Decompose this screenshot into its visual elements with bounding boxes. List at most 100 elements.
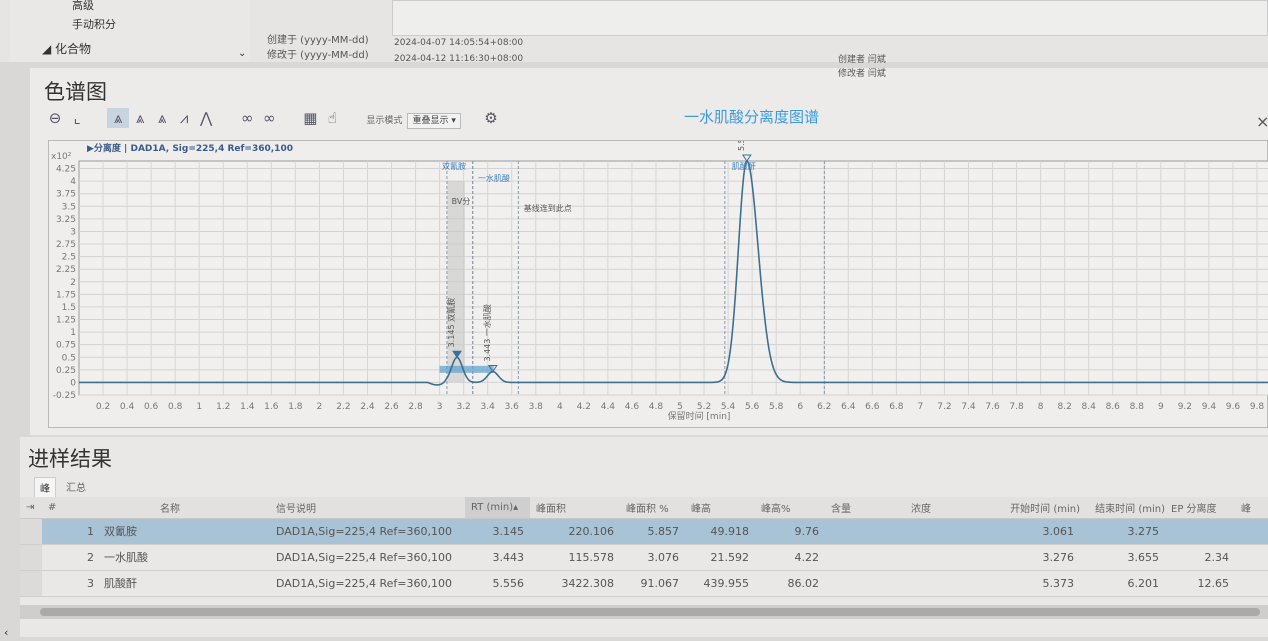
x-tick-label: 8 <box>1038 402 1044 412</box>
y-tick-label: 3.5 <box>62 202 76 212</box>
x-tick-label: 7.8 <box>1009 402 1024 412</box>
col-area[interactable]: 峰面积 <box>530 497 620 519</box>
table-row[interactable]: 3 肌酸酐 DAD1A,Sig=225,4 Ref=360,100 5.556 3422… <box>20 570 1268 597</box>
col-concentration[interactable]: 浓度 <box>905 497 985 519</box>
x-tick-label: 2.2 <box>336 402 350 412</box>
link-x-icon[interactable]: ∞ <box>240 109 254 127</box>
link-y-icon[interactable]: ∞ <box>262 109 276 127</box>
description-field[interactable] <box>392 0 1268 36</box>
peaks-icon[interactable]: ⩓ <box>135 109 145 127</box>
scrollbar-thumb[interactable] <box>40 608 1260 616</box>
selected-peak-highlight <box>439 365 494 373</box>
x-tick-label: 3 <box>437 402 443 412</box>
horizontal-scrollbar[interactable] <box>20 605 1268 619</box>
peaks-lines-icon[interactable]: ⩘ <box>179 109 189 127</box>
col-number[interactable]: # <box>42 497 100 519</box>
col-height-pct[interactable]: 峰高% <box>755 497 825 519</box>
section-title: 色谱图 <box>44 80 107 104</box>
column-chooser-icon[interactable]: ⇥ <box>20 497 42 519</box>
x-tick-label: 7.4 <box>961 402 976 412</box>
cell-area-pct: 91.067 <box>620 570 685 597</box>
cell-height-pct: 4.22 <box>755 544 825 571</box>
x-tick-label: 5.2 <box>697 402 711 412</box>
peaks-filled-icon[interactable]: ⩓ <box>107 108 130 128</box>
tree-item-advanced[interactable]: 高级 <box>72 0 94 12</box>
row-header[interactable] <box>20 518 42 545</box>
signal-header: ▶分离度 | DAD1A, Sig=225,4 Ref=360,100 <box>87 144 293 154</box>
y-tick-label: 2.25 <box>56 265 76 275</box>
x-tick-label: 4.2 <box>577 402 591 412</box>
y-tick-label: 0.75 <box>56 341 76 351</box>
x-tick-label: 8.2 <box>1057 402 1071 412</box>
cell-row-number: 1 <box>42 518 100 545</box>
chevron-down-icon[interactable]: ⌄ <box>238 48 247 59</box>
cell-ep-resolution <box>1165 518 1235 545</box>
x-tick-label: 9.2 <box>1178 402 1192 412</box>
col-signal[interactable]: 信号说明 <box>270 497 465 519</box>
col-ep-resolution[interactable]: EP 分离度 <box>1165 497 1235 519</box>
x-tick-label: 2.8 <box>408 402 423 412</box>
x-tick-label: 5 <box>677 402 683 412</box>
col-peak[interactable]: 峰 <box>1235 497 1268 519</box>
created-label: 创建于 (yyyy-MM-dd) <box>267 35 369 46</box>
y-tick-label: 2.75 <box>56 240 76 250</box>
cell-start-time: 3.061 <box>985 518 1080 545</box>
peak-name-tag: 肌酸酐 <box>732 161 756 171</box>
results-table: ⇥ # 名称 信号说明 RT (min)▴ 峰面积 峰面积 % 峰高 峰高% 含… <box>20 497 1268 597</box>
results-panel: 进样结果 峰 汇总 ⇥ # 名称 信号说明 RT (min)▴ 峰面积 峰面积 … <box>20 437 1268 637</box>
peak-marker <box>741 154 752 162</box>
x-tick-label: 7.6 <box>985 402 1000 412</box>
cell-peak-name: 双氰胺 <box>100 518 270 545</box>
cell-amount <box>825 570 905 597</box>
peak-name-tag: 一水肌酸 <box>478 173 510 183</box>
hand-pointer-icon[interactable]: ☝ <box>327 109 337 127</box>
close-button[interactable]: × <box>1256 112 1268 131</box>
y-tick-label: 3 <box>70 227 76 237</box>
cell-height-pct: 9.76 <box>755 518 825 545</box>
x-tick-label: 8.8 <box>1130 402 1145 412</box>
row-header[interactable] <box>20 570 42 597</box>
display-mode-select[interactable]: 重叠显示 ▾ <box>407 113 461 129</box>
x-tick-label: 1.8 <box>288 402 303 412</box>
cell-row-number: 2 <box>42 544 100 571</box>
col-end-time[interactable]: 结束时间 (min) <box>1080 497 1165 519</box>
peaks-labels-icon[interactable]: ⩓ <box>157 109 167 127</box>
stacked-icon[interactable]: ⋀ <box>199 109 213 127</box>
x-tick-label: 6.8 <box>889 402 904 412</box>
annotation-label: 基线连到此点 <box>524 203 572 213</box>
cell-area-pct: 5.857 <box>620 518 685 545</box>
chart-frame-icon[interactable]: ▦ <box>303 109 318 127</box>
x-tick-label: 5.8 <box>769 402 784 412</box>
zoom-out-icon[interactable]: ⊖ <box>48 109 62 127</box>
scroll-left-icon[interactable]: ‹ <box>4 626 9 639</box>
x-tick-label: 0.4 <box>120 402 135 412</box>
tree-group-compounds[interactable]: ◢ 化合物 <box>42 42 92 56</box>
col-start-time[interactable]: 开始时间 (min) <box>985 497 1080 519</box>
y-tick-label: 1 <box>70 328 76 338</box>
col-amount[interactable]: 含量 <box>825 497 905 519</box>
table-row[interactable]: 2 一水肌酸 DAD1A,Sig=225,4 Ref=360,100 3.443 115… <box>20 544 1268 571</box>
tab-peaks[interactable]: 峰 <box>34 477 56 497</box>
row-header[interactable] <box>20 544 42 571</box>
col-rt[interactable]: RT (min)▴ <box>465 497 530 519</box>
col-area-pct[interactable]: 峰面积 % <box>620 497 685 519</box>
collapse-icon: ◢ <box>42 42 56 56</box>
settings-gear-icon[interactable]: ⚙ <box>484 109 498 127</box>
cell-peak <box>1235 518 1268 545</box>
tree-item-manual-integration[interactable]: 手动积分 <box>72 18 116 31</box>
peak-label: 3.145 双氰胺 <box>446 298 456 347</box>
x-tick-label: 2.6 <box>384 402 399 412</box>
y-tick-label: 1.75 <box>56 290 76 300</box>
x-tick-label: 3.2 <box>456 402 470 412</box>
col-name[interactable]: 名称 <box>100 497 270 519</box>
tab-summary[interactable]: 汇总 <box>66 483 86 494</box>
y-tick-label: 1.25 <box>56 316 76 326</box>
y-tick-label: 4.25 <box>56 165 76 175</box>
y-tick-label: 2.5 <box>62 253 76 263</box>
created-value: 2024-04-07 14:05:54+08:00 <box>394 38 524 48</box>
cell-rt: 3.145 <box>465 518 530 545</box>
baseline-icon[interactable]: ⌞ <box>73 109 81 127</box>
col-height[interactable]: 峰高 <box>685 497 755 519</box>
table-row[interactable]: 1 双氰胺 DAD1A,Sig=225,4 Ref=360,100 3.145 220.… <box>20 518 1268 545</box>
x-tick-label: 3.8 <box>529 402 544 412</box>
